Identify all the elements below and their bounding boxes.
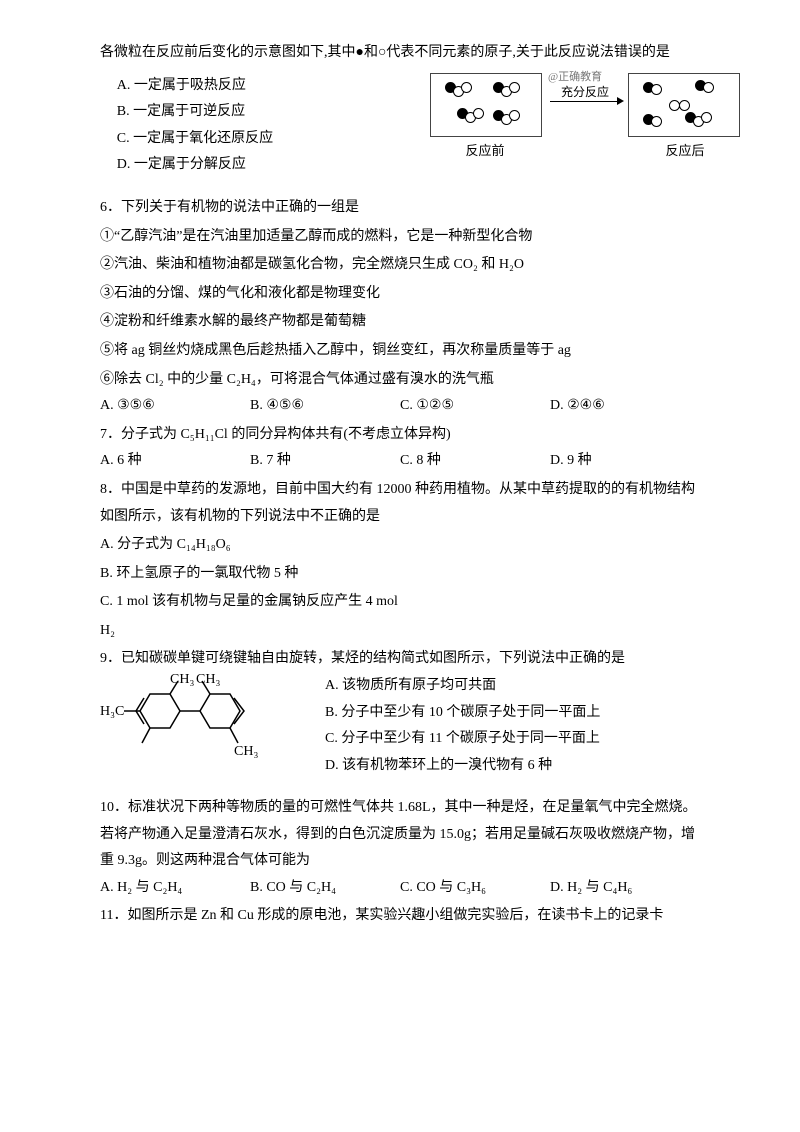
q5-block: A. 一定属于吸热反应 B. 一定属于可逆反应 C. 一定属于氧化还原反应 D.…	[100, 73, 700, 179]
ch3-label: CH₃	[196, 673, 220, 687]
q10-opt-d: D. H₂ 与 C₄H₆	[550, 875, 700, 902]
q9-structure-diagram: CH₃ CH₃ H₃C CH₃	[100, 673, 310, 783]
h3c-label: H₃C	[100, 704, 124, 719]
q9-opt-b: B. 分子中至少有 10 个碳原子处于同一平面上	[325, 700, 700, 727]
q9-opt-d: D. 该有机物苯环上的一溴代物有 6 种	[325, 753, 700, 780]
q7-opt-b: B. 7 种	[250, 448, 400, 475]
q8-opt-c: C. 1 mol 该有机物与足量的金属钠反应产生 4 mol	[100, 589, 700, 616]
diagram-before-box	[430, 73, 542, 137]
particle-light	[509, 110, 520, 121]
arrow-head-icon	[617, 97, 624, 105]
exam-page: 各微粒在反应前后变化的示意图如下,其中●和○代表不同元素的原子,关于此反应说法错…	[0, 0, 800, 1132]
q6-s5: ⑤将 ag 铜丝灼烧成黑色后趁热插入乙醇中，铜丝变红，再次称量质量等于 ag	[100, 338, 700, 365]
q10-opt-c: C. CO 与 C₃H₆	[400, 875, 550, 902]
q8-opt-a: A. 分子式为 C₁₄H₁₈O₆	[100, 532, 700, 559]
q10-stem: 10．标准状况下两种等物质的量的可燃性气体共 1.68L，其中一种是烃，在足量氧…	[100, 795, 700, 875]
after-label: 反应后	[630, 139, 740, 164]
arrow-line	[550, 101, 620, 102]
q9-block: CH₃ CH₃ H₃C CH₃ A. 该物质所有原子均可共面 B. 分子中至少有…	[100, 673, 700, 793]
q8-opt-c2: H₂	[100, 618, 700, 645]
q6-opt-b: B. ④⑤⑥	[250, 393, 400, 420]
q8-opt-b: B. 环上氢原子的一氯取代物 5 种	[100, 561, 700, 588]
particle-light	[651, 84, 662, 95]
particle-light	[461, 82, 472, 93]
q7-opt-c: C. 8 种	[400, 448, 550, 475]
q6-stem: 6．下列关于有机物的说法中正确的一组是	[100, 195, 700, 222]
q9-opt-c: C. 分子中至少有 11 个碳原子处于同一平面上	[325, 726, 700, 753]
q7-stem: 7．分子式为 C₅H₁₁Cl 的同分异构体共有(不考虑立体异构)	[100, 422, 700, 449]
q7-options: A. 6 种 B. 7 种 C. 8 种 D. 9 种	[100, 448, 700, 475]
q8-stem: 8．中国是中草药的发源地，目前中国大约有 12000 种药用植物。从某中草药提取…	[100, 477, 700, 530]
q10-opt-a: A. H₂ 与 C₂H₄	[100, 875, 250, 902]
q6-s4: ④淀粉和纤维素水解的最终产物都是葡萄糖	[100, 309, 700, 336]
ch3-label: CH₃	[234, 744, 258, 759]
particle-light	[473, 108, 484, 119]
diagram-after-box	[628, 73, 740, 137]
biphenyl-structure-icon: CH₃ CH₃ H₃C CH₃	[100, 673, 310, 783]
q9-options: A. 该物质所有原子均可共面 B. 分子中至少有 10 个碳原子处于同一平面上 …	[325, 673, 700, 779]
q10-opt-b: B. CO 与 C₂H₄	[250, 875, 400, 902]
q6-s1: ①“乙醇汽油”是在汽油里加适量乙醇而成的燃料，它是一种新型化合物	[100, 224, 700, 251]
particle-light	[509, 82, 520, 93]
q5-reaction-diagram: @正确教育 充分反应	[430, 73, 740, 163]
q6-opt-c: C. ①②⑤	[400, 393, 550, 420]
q6-s6: ⑥除去 Cl₂ 中的少量 C₂H₄，可将混合气体通过盛有溴水的洗气瓶	[100, 367, 700, 394]
ch3-label: CH₃	[170, 673, 194, 687]
before-label: 反应前	[430, 139, 540, 164]
q11-stem: 11．如图所示是 Zn 和 Cu 形成的原电池，某实验兴趣小组做完实验后，在读书…	[100, 903, 700, 930]
q6-opt-d: D. ②④⑥	[550, 393, 700, 420]
q7-opt-a: A. 6 种	[100, 448, 250, 475]
q6-options: A. ③⑤⑥ B. ④⑤⑥ C. ①②⑤ D. ②④⑥	[100, 393, 700, 420]
particle-light	[701, 112, 712, 123]
particle-light	[679, 100, 690, 111]
q6-opt-a: A. ③⑤⑥	[100, 393, 250, 420]
q5-intro: 各微粒在反应前后变化的示意图如下,其中●和○代表不同元素的原子,关于此反应说法错…	[100, 40, 700, 67]
q9-stem: 9．已知碳碳单键可绕键轴自由旋转，某烃的结构简式如图所示，下列说法中正确的是	[100, 646, 700, 673]
particle-light	[703, 82, 714, 93]
q7-opt-d: D. 9 种	[550, 448, 700, 475]
particle-light	[651, 116, 662, 127]
q10-options: A. H₂ 与 C₂H₄ B. CO 与 C₂H₄ C. CO 与 C₃H₆ D…	[100, 875, 700, 902]
q6-s3: ③石油的分馏、煤的气化和液化都是物理变化	[100, 281, 700, 308]
q6-s2: ②汽油、柴油和植物油都是碳氢化合物，完全燃烧只生成 CO₂ 和 H₂O	[100, 252, 700, 279]
q9-opt-a: A. 该物质所有原子均可共面	[325, 673, 700, 700]
